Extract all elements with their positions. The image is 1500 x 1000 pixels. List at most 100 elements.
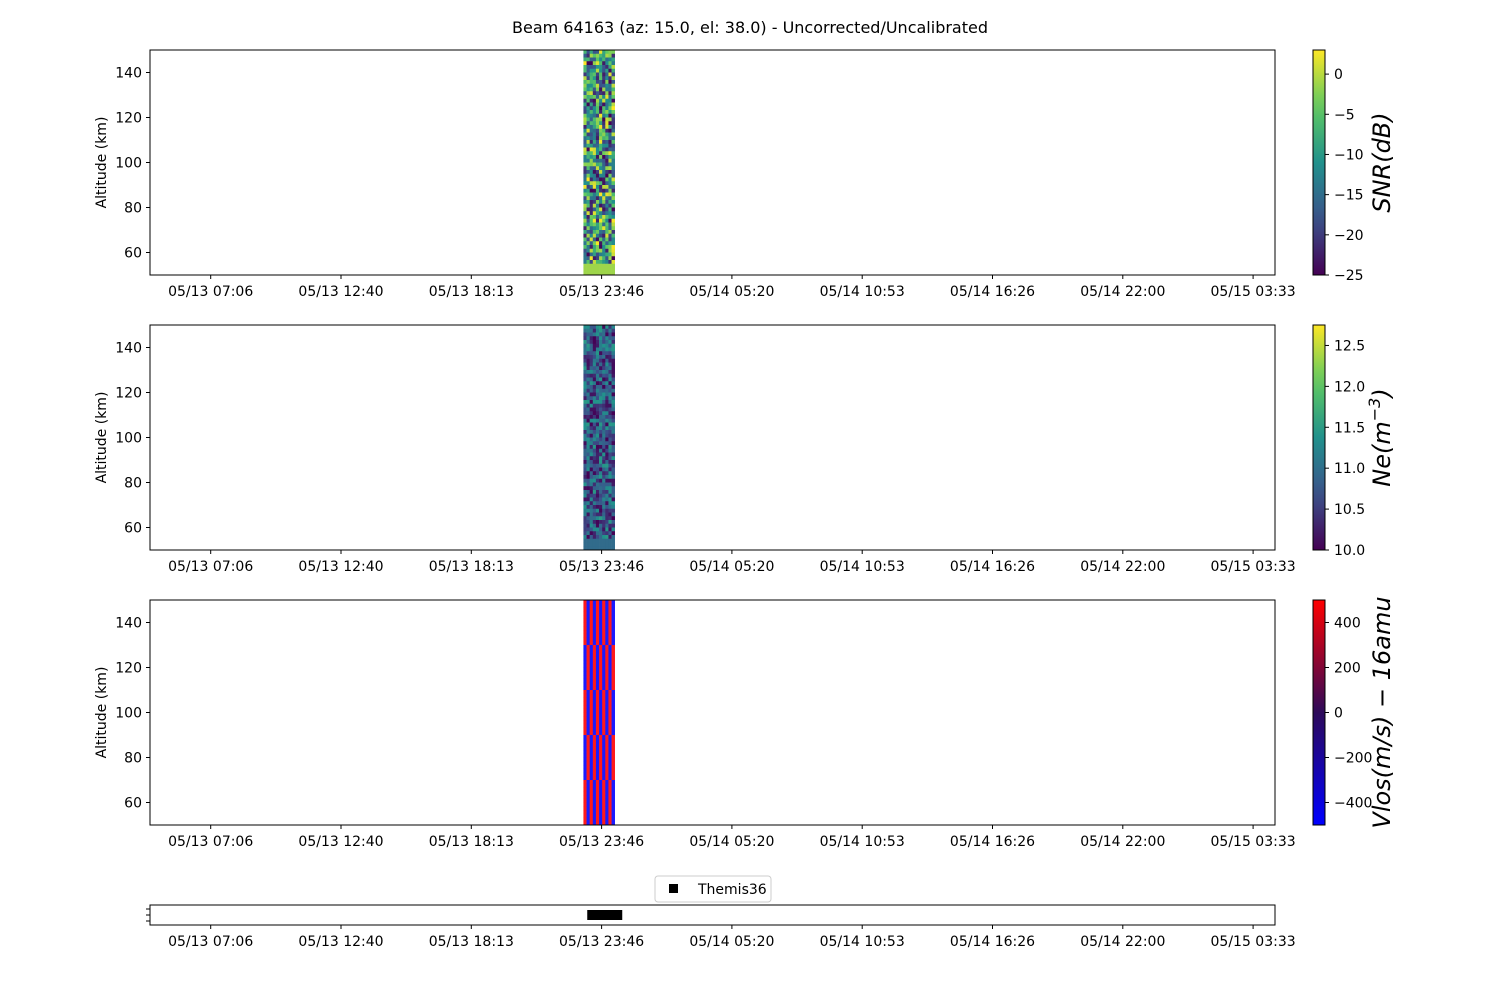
panel3-heatmap-cell xyxy=(589,720,594,725)
panel1-heatmap-cell xyxy=(599,162,603,167)
panel1-heatmap-cell xyxy=(583,57,587,62)
panel3-heatmap-cell xyxy=(605,693,609,698)
panel3-heatmap-cell xyxy=(595,600,600,605)
panel3-heatmap-cell xyxy=(586,780,590,785)
panel3-heatmap-cell xyxy=(608,757,612,762)
panel3-heatmap-cell xyxy=(592,753,597,758)
panel2-heatmap-cell xyxy=(608,478,612,483)
panel2-heatmap-cell xyxy=(608,418,612,423)
panel3-heatmap-cell xyxy=(608,652,612,657)
panel2-colorbar-tick-label: 12.0 xyxy=(1334,379,1365,395)
panel2-heatmap-cell xyxy=(605,497,609,502)
panel1-heatmap-cell xyxy=(595,267,600,272)
panel1-heatmap-cell xyxy=(589,57,594,62)
panel2-heatmap-cell xyxy=(589,501,594,506)
panel3-heatmap-cell xyxy=(589,738,594,743)
panel1-heatmap-cell xyxy=(602,57,606,62)
panel2-heatmap-cell xyxy=(595,355,600,360)
panel2-heatmap-cell xyxy=(583,493,587,498)
panel1-heatmap-cell xyxy=(605,207,609,212)
panel1-heatmap-cell xyxy=(599,143,603,148)
panel3-heatmap-cell xyxy=(602,652,606,657)
panel2-heatmap-cell xyxy=(583,400,587,405)
panel3-heatmap-cell xyxy=(589,780,594,785)
panel1-heatmap-cell xyxy=(602,185,606,190)
panel2-heatmap-cell xyxy=(583,370,587,375)
panel3-heatmap-cell xyxy=(592,757,597,762)
panel1-heatmap-cell xyxy=(602,237,606,242)
panel2-heatmap-cell xyxy=(599,377,603,382)
panel2-heatmap-cell xyxy=(586,377,590,382)
panel1-heatmap-cell xyxy=(592,98,597,103)
panel1-heatmap-cell xyxy=(586,113,590,118)
panel2-heatmap-cell xyxy=(605,482,609,487)
panel2-heatmap-cell xyxy=(583,392,587,397)
panel1-heatmap-cell xyxy=(586,252,590,257)
panel1-heatmap-cell xyxy=(595,192,600,197)
panel3-heatmap-cell xyxy=(592,663,597,668)
panel1-heatmap-cell xyxy=(583,125,587,130)
panel2-heatmap-cell xyxy=(592,377,597,382)
panel1-heatmap-cell xyxy=(586,267,590,272)
panel3-ytick-label: 60 xyxy=(124,796,142,812)
panel2-heatmap-cell xyxy=(611,497,615,502)
panel2-colorbar-label: Ne(m−3) xyxy=(1365,388,1396,486)
panel2-heatmap-cell xyxy=(611,535,615,540)
panel3-heatmap-cell xyxy=(592,682,597,687)
panel3-heatmap-cell xyxy=(589,652,594,657)
panel2-heatmap-cell xyxy=(583,523,587,528)
panel2-heatmap-cell xyxy=(605,418,609,423)
panel3-heatmap-cell xyxy=(583,705,587,710)
panel2-heatmap-cell xyxy=(608,467,612,472)
panel1-heatmap-cell xyxy=(602,162,606,167)
panel3-heatmap-cell xyxy=(602,663,606,668)
panel1-heatmap-cell xyxy=(611,233,615,238)
panel2-colorbar-tick-label: 10.0 xyxy=(1334,543,1365,559)
panel2-heatmap-cell xyxy=(586,538,590,543)
panel2-heatmap-cell xyxy=(608,523,612,528)
panel3-heatmap-cell xyxy=(608,750,612,755)
panel3-heatmap-cell xyxy=(592,738,597,743)
panel1-heatmap-cell xyxy=(586,140,590,145)
panel3-heatmap-cell xyxy=(602,727,606,732)
panel1-heatmap-cell xyxy=(586,162,590,167)
panel3-heatmap-cell xyxy=(592,656,597,661)
panel1-heatmap-cell xyxy=(583,68,587,73)
panel2-heatmap-cell xyxy=(608,527,612,532)
panel1-heatmap-cell xyxy=(608,263,612,268)
panel2-heatmap-cell xyxy=(592,358,597,363)
panel2-heatmap-cell xyxy=(599,527,603,532)
panel1-heatmap-cell xyxy=(611,125,615,130)
panel1-heatmap-cell xyxy=(608,173,612,178)
panel1-heatmap-cell xyxy=(605,185,609,190)
panel2-heatmap-cell xyxy=(589,508,594,513)
panel1-xtick-label: 05/14 05:20 xyxy=(689,284,774,300)
panel2-heatmap-cell xyxy=(605,490,609,495)
panel2-heatmap-cell xyxy=(583,355,587,360)
panel3-heatmap-cell xyxy=(611,821,615,826)
panel1-heatmap-cell xyxy=(602,147,606,152)
panel3-heatmap-cell xyxy=(608,645,612,650)
panel2-heatmap-cell xyxy=(602,336,606,341)
panel2-heatmap-cell xyxy=(602,497,606,502)
panel2-heatmap-cell xyxy=(599,516,603,521)
panel2-heatmap-cell xyxy=(586,343,590,348)
panel2-heatmap-cell xyxy=(608,490,612,495)
panel3-heatmap-cell xyxy=(583,738,587,743)
panel2-colorbar-tick-label: 11.0 xyxy=(1334,461,1365,477)
panel2-heatmap-cell xyxy=(592,400,597,405)
panel3-heatmap-cell xyxy=(599,705,603,710)
panel2-heatmap-cell xyxy=(595,370,600,375)
panel2-heatmap-cell xyxy=(583,407,587,412)
panel3-heatmap-cell xyxy=(611,693,615,698)
panel2-heatmap-cell xyxy=(605,411,609,416)
panel1-heatmap-cell xyxy=(602,218,606,223)
panel3-heatmap-cell xyxy=(592,697,597,702)
panel2-heatmap-cell xyxy=(586,392,590,397)
panel1-heatmap-cell xyxy=(589,113,594,118)
panel2-heatmap-cell xyxy=(608,475,612,480)
panel2-heatmap-cell xyxy=(592,343,597,348)
panel2-heatmap-cell xyxy=(583,411,587,416)
panel2-heatmap-cell xyxy=(599,482,603,487)
panel2-heatmap-cell xyxy=(583,467,587,472)
